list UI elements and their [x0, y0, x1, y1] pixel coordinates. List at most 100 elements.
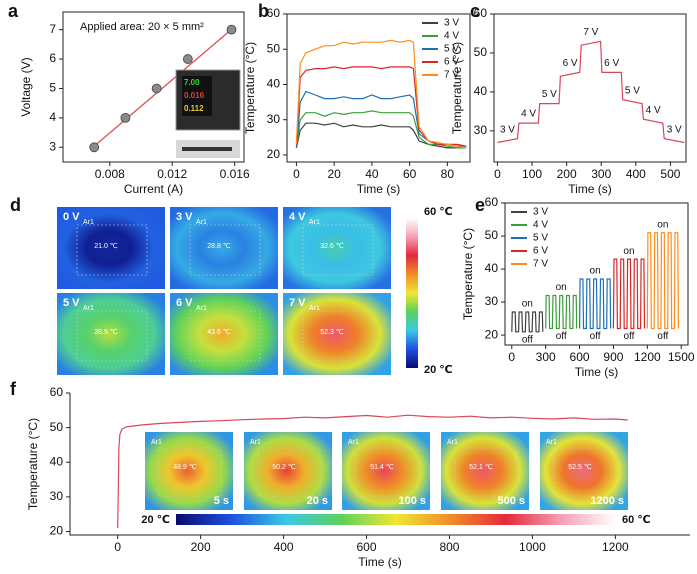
- legend-label: 4 V: [444, 31, 459, 42]
- x-tick-label: 1000: [519, 540, 546, 554]
- panel-label: f: [10, 379, 17, 399]
- x-tick-label: 0: [508, 350, 515, 364]
- temp-label: 21.0 ℃: [94, 243, 118, 250]
- step-label: 3 V: [667, 124, 682, 135]
- x-tick-label: 800: [439, 540, 459, 554]
- y-tick-label: 60: [50, 385, 64, 399]
- x-tick-label: 200: [557, 167, 577, 181]
- inset-text: 0.016: [184, 91, 205, 100]
- panel-label: a: [8, 1, 19, 21]
- series-line: [646, 232, 679, 330]
- point: [182, 54, 193, 64]
- point: [89, 142, 100, 153]
- axis-frame: [62, 11, 245, 163]
- y-tick-label: 20: [485, 327, 499, 341]
- step-label: 7 V: [583, 27, 598, 38]
- thermal-image: [342, 432, 430, 510]
- area-label: Ar1: [309, 219, 320, 226]
- x-tick-label: 0.016: [220, 167, 250, 181]
- series-line: [511, 311, 544, 333]
- x-tick-label: 900: [603, 350, 623, 364]
- time-label: 5 s: [214, 495, 229, 507]
- time-label: 20 s: [307, 495, 328, 507]
- series-line: [295, 66, 467, 147]
- axis-frame: [286, 13, 471, 163]
- x-tick-label: 300: [591, 167, 611, 181]
- temp-label: 52.5 ℃: [568, 464, 592, 471]
- legend-label: 5 V: [533, 233, 548, 244]
- panel-label: e: [475, 195, 485, 215]
- x-tick-label: 300: [536, 350, 556, 364]
- y-tick-label: 60: [485, 195, 499, 209]
- thermal-image: [145, 432, 233, 510]
- axis-frame: [69, 393, 690, 536]
- inset-text: 7.00: [184, 78, 200, 87]
- thermal-image: [441, 432, 529, 510]
- legend-label: 5 V: [444, 44, 459, 55]
- y-tick-label: 40: [485, 261, 499, 275]
- y-axis-label: Temperature (°C): [26, 418, 40, 510]
- measure-box: [553, 447, 617, 497]
- inset-display: [182, 76, 212, 116]
- inset-cable-line: [182, 147, 232, 151]
- y-axis-label: Temperature (°C): [243, 42, 257, 134]
- x-tick-label: 0.008: [95, 167, 125, 181]
- temp-label: 52.1 ℃: [469, 464, 493, 471]
- measure-box: [158, 447, 222, 497]
- series-line: [295, 122, 467, 149]
- panel-label: d: [10, 195, 21, 215]
- time-label: 1200 s: [590, 495, 624, 507]
- x-tick-label: 0: [114, 540, 121, 554]
- y-tick-label: 4: [49, 110, 56, 124]
- area-label: Ar1: [546, 439, 557, 446]
- y-tick-label: 6: [49, 51, 56, 65]
- on-label: on: [657, 219, 668, 230]
- y-tick-label: 30: [485, 294, 499, 308]
- inset-text: 0.112: [184, 104, 204, 113]
- x-tick-label: 500: [660, 167, 680, 181]
- y-axis-label: Temperature (°C): [450, 42, 464, 134]
- series-line: [612, 258, 646, 330]
- x-axis-label: Current (A): [124, 182, 183, 196]
- point: [151, 83, 162, 94]
- y-tick-label: 60: [267, 6, 281, 20]
- x-tick-label: 400: [274, 540, 294, 554]
- axis-frame: [504, 202, 689, 346]
- legend-label: 6 V: [444, 57, 459, 68]
- temp-label: 32.6 ℃: [320, 243, 344, 250]
- y-tick-label: 50: [50, 420, 64, 434]
- y-tick-label: 40: [474, 84, 488, 98]
- area-label: Ar1: [250, 439, 261, 446]
- measure-box: [257, 447, 321, 497]
- axis-frame: [493, 13, 687, 163]
- step-label: 4 V: [646, 105, 661, 116]
- point: [226, 24, 237, 35]
- x-axis-label: Time (s): [575, 365, 619, 379]
- annotation: Applied area: 20 × 5 mm²: [80, 21, 204, 33]
- temp-label: 50.2 ℃: [272, 464, 296, 471]
- off-label: off: [624, 331, 635, 342]
- legend-label: 3 V: [444, 18, 459, 29]
- voltage-label: 7 V: [289, 297, 306, 309]
- voltage-label: 4 V: [289, 211, 306, 223]
- step-label: 5 V: [542, 89, 557, 100]
- x-tick-label: 1500: [668, 350, 695, 364]
- colorbar-max: 60 ℃: [622, 514, 651, 526]
- legend-label: 7 V: [444, 70, 459, 81]
- colorbar-min: 20 ℃: [424, 364, 453, 376]
- area-label: Ar1: [309, 305, 320, 312]
- x-tick-label: 1200: [634, 350, 661, 364]
- time-label: 100 s: [398, 495, 426, 507]
- temp-label: 28.8 ℃: [207, 243, 231, 250]
- x-tick-label: 20: [327, 167, 341, 181]
- step-label: 5 V: [625, 85, 640, 96]
- temp-label: 51.4 ℃: [370, 464, 394, 471]
- y-tick-label: 20: [267, 147, 281, 161]
- voltage-label: 3 V: [176, 211, 193, 223]
- x-tick-label: 1200: [602, 540, 629, 554]
- panel-label: c: [470, 1, 480, 21]
- series-line: [545, 294, 578, 330]
- step-label: 6 V: [604, 58, 619, 69]
- temp-label: 48.9 ℃: [173, 464, 197, 471]
